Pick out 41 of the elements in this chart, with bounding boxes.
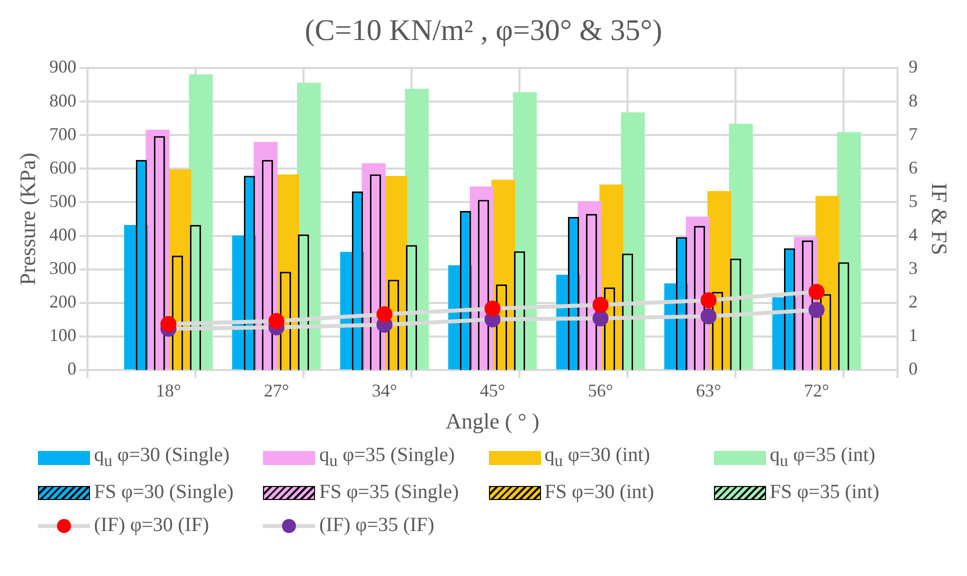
y2-tick-label: 7 bbox=[908, 124, 918, 144]
legend-label: q$_{u}$ φ=30 (int) bbox=[544, 444, 650, 471]
x-tick-label: 56° bbox=[588, 380, 614, 401]
y2-tick-label: 6 bbox=[908, 157, 918, 178]
y2-tick-label: 8 bbox=[908, 90, 918, 110]
y-tick-label: 700 bbox=[49, 124, 76, 144]
y-tick-label: 900 bbox=[49, 56, 76, 77]
y2-tick-label: 0 bbox=[908, 358, 918, 379]
legend-label: FS φ=35 (int) bbox=[770, 481, 880, 504]
legend-label: (IF) φ=30 (IF) bbox=[94, 514, 210, 537]
x-tick-label: 45° bbox=[480, 380, 506, 401]
legend-label: q$_{u}$ φ=30 (Single) bbox=[94, 444, 230, 471]
y-tick-label: 600 bbox=[49, 157, 76, 178]
x-tick-label: 34° bbox=[372, 380, 398, 401]
legend-label: (IF) φ=35 (IF) bbox=[319, 514, 434, 537]
y2-tick-label: 3 bbox=[908, 258, 918, 278]
x-tick-label: 27° bbox=[264, 380, 290, 401]
legend-label: FS φ=30 (int) bbox=[544, 481, 654, 504]
legend-label: FS φ=35 (Single) bbox=[319, 481, 459, 504]
y2-tick-label: 5 bbox=[908, 190, 918, 211]
y-tick-label: 500 bbox=[49, 190, 76, 211]
y-axis-title: Pressure (KPa) bbox=[14, 152, 40, 286]
y-tick-label: 200 bbox=[49, 292, 76, 312]
y2-tick-label: 4 bbox=[908, 224, 918, 245]
y-tick-label: 0 bbox=[67, 358, 76, 379]
legend-label: FS φ=30 (Single) bbox=[94, 481, 234, 504]
y2-axis-title: IF & FS bbox=[927, 182, 952, 256]
y-tick-label: 400 bbox=[49, 224, 76, 245]
chart-title: (C=10 KN/m² , φ=30° & 35°) bbox=[304, 14, 662, 47]
x-tick-label: 63° bbox=[696, 380, 722, 401]
y2-tick-label: 2 bbox=[908, 292, 918, 312]
legend-label: q$_{u}$ φ=35 (int) bbox=[770, 444, 876, 471]
y-tick-label: 800 bbox=[49, 90, 76, 110]
y2-tick-label: 1 bbox=[908, 325, 918, 346]
y2-tick-label: 9 bbox=[908, 56, 918, 77]
x-tick-label: 18° bbox=[156, 380, 182, 401]
y-tick-label: 300 bbox=[49, 258, 76, 278]
x-axis-title: Angle ( ° ) bbox=[446, 408, 540, 434]
y-tick-label: 100 bbox=[49, 325, 76, 346]
legend-label: q$_{u}$ φ=35 (Single) bbox=[319, 444, 455, 471]
x-tick-label: 72° bbox=[804, 380, 830, 401]
